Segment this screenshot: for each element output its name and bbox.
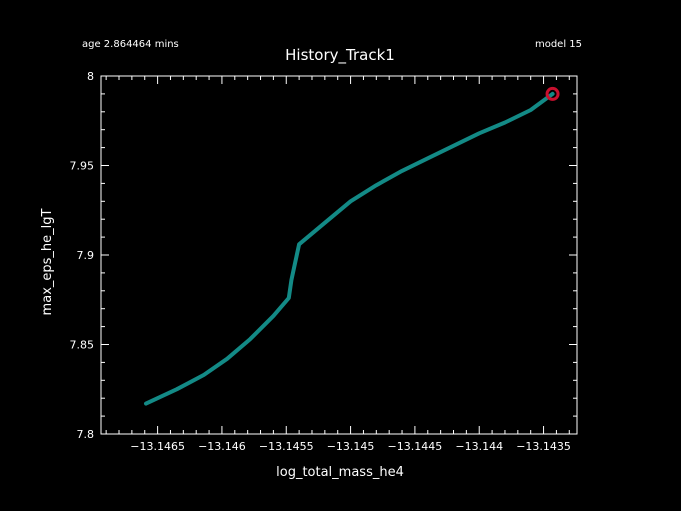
x-tick-label: −13.144: [455, 440, 503, 453]
x-axis-ticks: −13.1465 −13.146 −13.1455 −13.145 −13.1445 −1…: [105, 76, 571, 453]
x-tick-label: −13.1435: [516, 440, 571, 453]
x-axis-label: log_total_mass_he4: [276, 465, 404, 480]
x-tick-label: −13.1455: [259, 440, 314, 453]
current-point-marker: [545, 86, 560, 101]
plot-frame: [100, 75, 578, 435]
y-axis-ticks: 7.8 7.85 7.9 7.95 8: [70, 70, 577, 441]
model-label: model 15: [535, 39, 582, 50]
y-tick-label: 7.95: [70, 160, 95, 173]
chart-title: History_Track1: [285, 46, 395, 65]
series-line: [144, 91, 555, 406]
y-tick-label: 7.85: [70, 339, 95, 352]
series-layer: [144, 86, 560, 406]
x-tick-label: −13.146: [198, 440, 246, 453]
x-tick-label: −13.145: [327, 440, 375, 453]
x-tick-label: −13.1465: [130, 440, 185, 453]
age-label: age 2.864464 mins: [82, 39, 179, 50]
y-tick-label: 7.8: [77, 428, 95, 441]
x-tick-label: −13.1445: [388, 440, 443, 453]
y-tick-label: 8: [87, 70, 94, 83]
y-tick-label: 7.9: [77, 249, 95, 262]
y-axis-label: max_eps_he_lgT: [40, 208, 55, 315]
